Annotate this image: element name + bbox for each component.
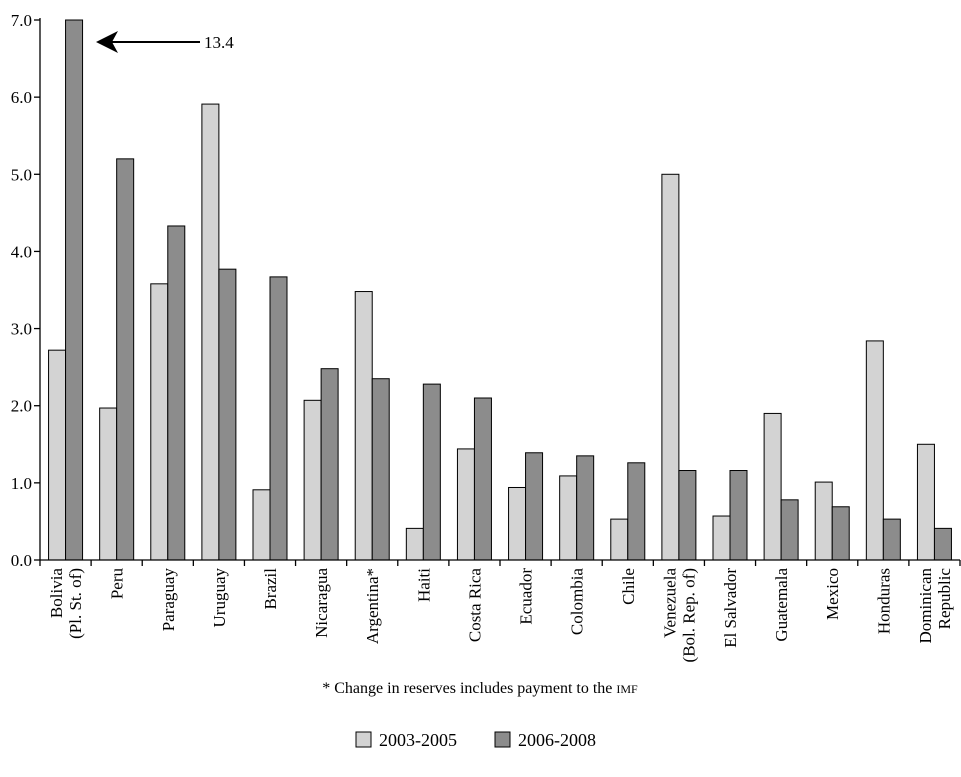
x-category-label: Uruguay — [210, 568, 229, 628]
bar-2006-2008-guatemala — [780, 499, 799, 561]
x-category-label: (Bol. Rep. of) — [679, 568, 698, 662]
bar-2003-2005-peru — [99, 407, 118, 561]
x-category-label: Chile — [619, 568, 638, 605]
bar-2006-2008-argentina- — [371, 378, 390, 561]
x-category-label: Paraguay — [159, 568, 178, 632]
bar-2003-2005-el-salvador — [712, 515, 731, 561]
bar-2006-2008-dominican-republic — [933, 527, 952, 561]
x-category-label: Guatemala — [772, 568, 791, 642]
annotation: 13.4 — [96, 31, 234, 53]
bar-2006-2008-colombia — [576, 455, 595, 561]
x-category-label: El Salvador — [721, 568, 740, 648]
bar-2003-2005-nicaragua — [303, 399, 322, 561]
x-category-label: Dominican — [916, 568, 935, 644]
x-category-label: Venezuela — [660, 568, 679, 638]
bar-2003-2005-brazil — [252, 489, 271, 561]
x-category-label: Ecuador — [517, 568, 536, 625]
bar-2006-2008-paraguay — [167, 225, 186, 561]
bar-2006-2008-chile — [627, 462, 646, 561]
y-tick-label: 2.0 — [11, 397, 32, 416]
y-tick-label: 1.0 — [11, 474, 32, 493]
bar-2006-2008-brazil — [269, 276, 288, 561]
bar-2003-2005-chile — [610, 518, 629, 561]
x-category-label: Honduras — [874, 568, 893, 634]
annotation-label: 13.4 — [204, 33, 234, 52]
bar-2006-2008-honduras — [882, 518, 901, 561]
bar-2006-2008-venezuela-bol-rep-of- — [678, 470, 697, 561]
x-category-label: Mexico — [823, 568, 842, 620]
legend: 2003-2005 2006-2008 — [355, 730, 596, 750]
bar-2003-2005-venezuela-bol-rep-of- — [661, 173, 680, 561]
bar-2003-2005-paraguay — [150, 283, 169, 561]
bar-2003-2005-haiti — [405, 527, 424, 561]
y-tick-label: 0.0 — [11, 551, 32, 570]
bar-2003-2005-costa-rica — [456, 448, 475, 561]
bar-2006-2008-costa-rica — [473, 397, 492, 561]
bar-2006-2008-ecuador — [525, 452, 544, 561]
y-tick-label: 7.0 — [11, 11, 32, 30]
bar-2003-2005-mexico — [814, 481, 833, 561]
x-category-label: Nicaragua — [312, 568, 331, 638]
y-tick-label: 4.0 — [11, 242, 32, 261]
bar-2003-2005-colombia — [559, 475, 578, 561]
x-category-label: Colombia — [568, 568, 587, 636]
bar-2006-2008-haiti — [422, 383, 441, 561]
bar-2003-2005-argentina- — [354, 291, 373, 561]
bar-2003-2005-uruguay — [201, 103, 220, 561]
y-axis: 0.0 1.0 2.0 3.0 4.0 5.0 6.0 7.0 — [11, 11, 41, 570]
bar-2006-2008-uruguay — [218, 268, 237, 561]
x-category-label: (Pl. St. of) — [66, 568, 85, 639]
bar-2003-2005-dominican-republic — [916, 443, 935, 561]
x-category-label: Haiti — [414, 568, 433, 602]
bars — [48, 19, 952, 561]
legend-label-2006-2008: 2006-2008 — [518, 730, 596, 750]
annotation-arrow-head — [96, 31, 118, 53]
x-category-label: Republic — [935, 568, 954, 630]
x-category-label: Argentina* — [363, 568, 382, 644]
bar-2006-2008-peru — [116, 158, 135, 561]
bar-2006-2008-bolivia-pl-st-of- — [65, 19, 84, 561]
bar-2003-2005-honduras — [865, 340, 884, 561]
bar-2006-2008-nicaragua — [320, 368, 339, 561]
y-tick-label: 6.0 — [11, 88, 32, 107]
y-tick-label: 3.0 — [11, 320, 32, 339]
bar-2003-2005-bolivia-pl-st-of- — [48, 349, 67, 561]
legend-swatch-2006-2008 — [494, 731, 511, 748]
bar-2006-2008-mexico — [831, 506, 850, 561]
y-tick-label: 5.0 — [11, 165, 32, 184]
legend-swatch-2003-2005 — [355, 731, 372, 748]
footnote: * Change in reserves includes payment to… — [322, 680, 638, 697]
x-category-label: Brazil — [261, 568, 280, 610]
x-category-label: Bolivia — [47, 568, 66, 619]
x-category-label: Costa Rica — [465, 568, 484, 643]
legend-label-2003-2005: 2003-2005 — [379, 730, 457, 750]
bar-2003-2005-ecuador — [508, 486, 527, 561]
bar-2003-2005-guatemala — [763, 412, 782, 561]
x-axis: Bolivia (Pl. St. of) Peru Paraguay Uruguay Br… — [39, 559, 961, 662]
bar-2006-2008-el-salvador — [729, 470, 748, 561]
x-category-label: Peru — [108, 568, 127, 600]
